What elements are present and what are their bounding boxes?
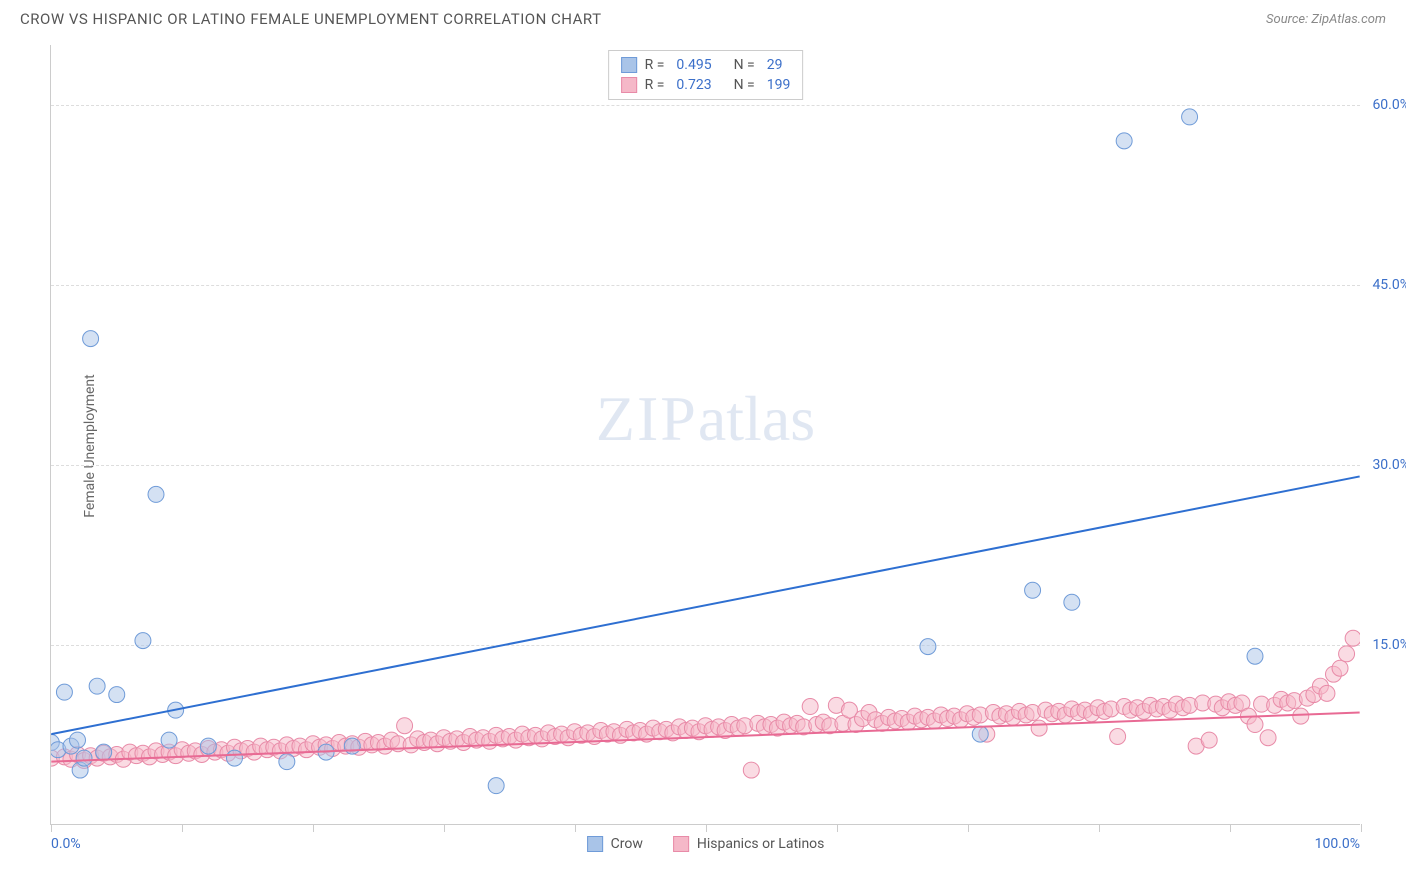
data-point — [279, 754, 295, 770]
legend-r-label: R = — [645, 57, 665, 73]
legend-n-label: N = — [734, 57, 755, 73]
legend-n-value: 29 — [767, 57, 783, 73]
data-point — [743, 762, 759, 778]
data-point — [83, 331, 99, 347]
data-point — [1182, 109, 1198, 125]
data-point — [148, 486, 164, 502]
data-point — [1116, 133, 1132, 149]
data-point — [76, 750, 92, 766]
legend-r-value: 0.723 — [676, 77, 711, 93]
data-point — [972, 726, 988, 742]
data-point — [56, 684, 72, 700]
y-tick-label: 45.0% — [1372, 277, 1406, 293]
scatter-plot-svg — [51, 45, 1360, 824]
legend-row: R = 0.495 N = 29 — [621, 55, 791, 75]
legend-n-value: 199 — [767, 77, 791, 93]
legend-row: R = 0.723 N = 199 — [621, 75, 791, 95]
x-axis-min-label: 0.0% — [51, 836, 81, 852]
legend-swatch — [621, 57, 637, 73]
series-legend: Crow Hispanics or Latinos — [587, 836, 825, 852]
chart-title: CROW VS HISPANIC OR LATINO FEMALE UNEMPL… — [20, 10, 602, 28]
data-point — [1345, 630, 1360, 646]
data-point — [488, 778, 504, 794]
legend-swatch — [621, 77, 637, 93]
data-point — [1332, 660, 1348, 676]
data-point — [1064, 594, 1080, 610]
y-tick-label: 30.0% — [1372, 457, 1406, 473]
legend-r-value: 0.495 — [676, 57, 711, 73]
x-tick — [1099, 824, 1100, 832]
x-tick — [313, 824, 314, 832]
data-point — [1247, 717, 1263, 733]
legend-r-label: R = — [645, 77, 665, 93]
data-point — [397, 718, 413, 734]
data-point — [802, 699, 818, 715]
data-point — [1201, 732, 1217, 748]
chart-container: ZIPatlas R = 0.495 N = 29 R = 0.723 N = … — [50, 45, 1360, 825]
trend-line — [51, 476, 1359, 734]
legend-series-item: Hispanics or Latinos — [673, 836, 825, 852]
data-point — [1339, 646, 1355, 662]
x-tick — [706, 824, 707, 832]
data-point — [1260, 730, 1276, 746]
x-tick — [444, 824, 445, 832]
data-point — [135, 633, 151, 649]
legend-n-label: N = — [734, 77, 755, 93]
data-point — [96, 744, 112, 760]
x-tick — [182, 824, 183, 832]
data-point — [1110, 729, 1126, 745]
y-tick-label: 60.0% — [1372, 97, 1406, 113]
correlation-legend: R = 0.495 N = 29 R = 0.723 N = 199 — [608, 50, 804, 100]
x-tick — [51, 824, 52, 832]
legend-series-item: Crow — [587, 836, 643, 852]
data-point — [227, 750, 243, 766]
plot-area: ZIPatlas R = 0.495 N = 29 R = 0.723 N = … — [50, 45, 1360, 825]
x-tick — [575, 824, 576, 832]
x-tick — [968, 824, 969, 832]
data-point — [1031, 720, 1047, 736]
legend-series-label: Hispanics or Latinos — [697, 836, 825, 852]
data-point — [200, 738, 216, 754]
data-point — [89, 678, 105, 694]
source-label: Source: ZipAtlas.com — [1266, 12, 1386, 27]
legend-swatch — [673, 836, 689, 852]
data-point — [1247, 648, 1263, 664]
data-point — [920, 639, 936, 655]
data-point — [344, 738, 360, 754]
legend-swatch — [587, 836, 603, 852]
data-point — [1319, 685, 1335, 701]
x-tick — [1361, 824, 1362, 832]
x-tick — [1230, 824, 1231, 832]
data-point — [1293, 708, 1309, 724]
legend-series-label: Crow — [611, 836, 643, 852]
data-point — [161, 732, 177, 748]
data-point — [70, 732, 86, 748]
data-point — [1025, 582, 1041, 598]
data-point — [109, 687, 125, 703]
x-tick — [837, 824, 838, 832]
y-tick-label: 15.0% — [1372, 637, 1406, 653]
x-axis-max-label: 100.0% — [1315, 836, 1360, 852]
